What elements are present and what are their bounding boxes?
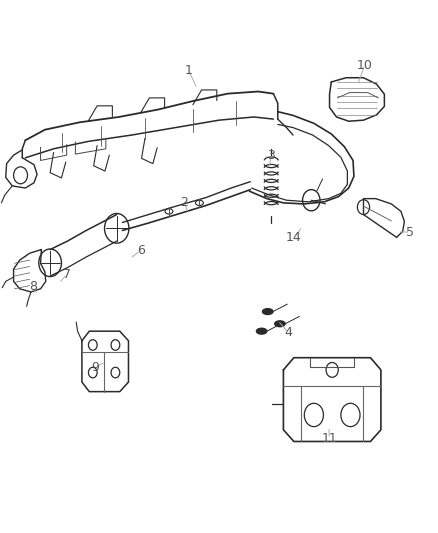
Text: 5: 5 — [406, 225, 414, 239]
Text: 3: 3 — [267, 149, 275, 161]
Text: 4: 4 — [285, 326, 293, 340]
Text: 8: 8 — [29, 280, 37, 293]
Text: 11: 11 — [321, 432, 337, 446]
Text: 14: 14 — [286, 231, 302, 244]
Text: 10: 10 — [357, 59, 373, 71]
Ellipse shape — [262, 309, 273, 314]
Text: 2: 2 — [180, 196, 188, 209]
Ellipse shape — [275, 321, 285, 327]
Text: 6: 6 — [137, 244, 145, 257]
Ellipse shape — [256, 328, 267, 334]
Text: 7: 7 — [63, 268, 71, 281]
Text: 9: 9 — [91, 361, 99, 374]
Text: 1: 1 — [184, 64, 192, 77]
